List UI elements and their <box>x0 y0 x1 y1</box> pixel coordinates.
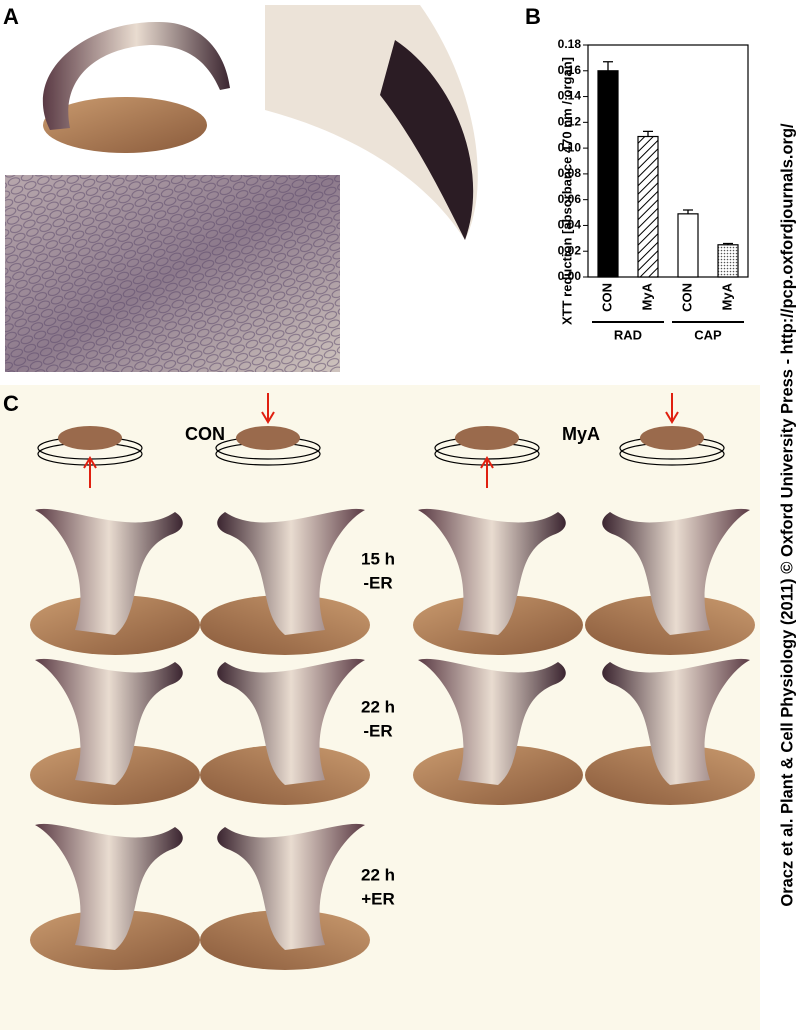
x-tick-label: MyA <box>719 282 734 310</box>
treatment-label: CON <box>185 424 225 444</box>
y-tick-label: 0.14 <box>558 89 582 103</box>
radicle <box>217 508 365 635</box>
radicle <box>418 658 566 785</box>
radicle <box>35 823 183 950</box>
y-axis-label: XTT reduction [absorbance 470 nm / organ… <box>559 57 574 325</box>
condition-time: 15 h <box>361 549 395 568</box>
y-tick-label: 0.04 <box>558 218 582 232</box>
radicle <box>418 508 566 635</box>
error-bar <box>723 242 733 245</box>
treatment-label: MyA <box>562 424 600 444</box>
error-bar <box>643 130 653 137</box>
seedling <box>413 658 583 805</box>
error-bar <box>683 209 693 214</box>
seedling <box>200 823 370 970</box>
arrow <box>261 393 275 424</box>
radicle <box>217 823 365 950</box>
seedling <box>413 508 583 655</box>
radicle <box>602 508 750 635</box>
bar <box>637 135 659 278</box>
panel-label: A <box>3 4 19 29</box>
condition-er: +ER <box>361 889 395 908</box>
x-tick-label: MyA <box>639 282 654 310</box>
seedling <box>200 658 370 805</box>
y-tick-label: 0.10 <box>558 140 582 154</box>
radicle <box>35 658 183 785</box>
radicle-tip <box>380 40 474 240</box>
y-tick-label: 0.00 <box>558 269 582 283</box>
group-label: CAP <box>694 327 722 342</box>
y-tick-label: 0.02 <box>558 243 582 257</box>
panel-label: C <box>3 391 19 416</box>
y-tick-label: 0.18 <box>558 37 582 51</box>
seedling <box>585 508 755 655</box>
radicle <box>602 658 750 785</box>
seed <box>43 97 207 153</box>
plot-frame <box>587 44 749 278</box>
y-tick-label: 0.06 <box>558 192 582 206</box>
radicle <box>35 508 183 635</box>
group-label: RAD <box>614 327 642 342</box>
radicle <box>42 21 230 130</box>
seedling <box>30 508 200 655</box>
arrow <box>83 456 97 488</box>
radicle <box>217 658 365 785</box>
arrow <box>665 393 679 424</box>
radicle-zoom <box>265 5 478 240</box>
condition-er: -ER <box>363 721 392 740</box>
cell-texture <box>5 175 340 372</box>
y-tick-label: 0.08 <box>558 166 582 180</box>
x-tick-label: CON <box>599 283 614 312</box>
error-bar <box>603 61 613 71</box>
seed-icon <box>236 426 300 450</box>
condition-time: 22 h <box>361 697 395 716</box>
y-tick-label: 0.12 <box>558 115 582 129</box>
x-tick-label: CON <box>679 283 694 312</box>
credit: Oracz et al. Plant & Cell Physiology (20… <box>778 123 796 907</box>
seedling <box>200 508 370 655</box>
condition-er: -ER <box>363 573 392 592</box>
bar <box>677 213 699 278</box>
seed-icon <box>640 426 704 450</box>
bar <box>597 70 619 278</box>
seedling <box>585 658 755 805</box>
arrow <box>480 456 494 488</box>
seedling <box>30 823 200 970</box>
y-tick-label: 0.16 <box>558 63 582 77</box>
panel-label: B <box>525 4 541 29</box>
bar <box>717 244 739 278</box>
seed-icon <box>58 426 122 450</box>
seedling <box>30 658 200 805</box>
condition-time: 22 h <box>361 865 395 884</box>
seed-icon <box>455 426 519 450</box>
